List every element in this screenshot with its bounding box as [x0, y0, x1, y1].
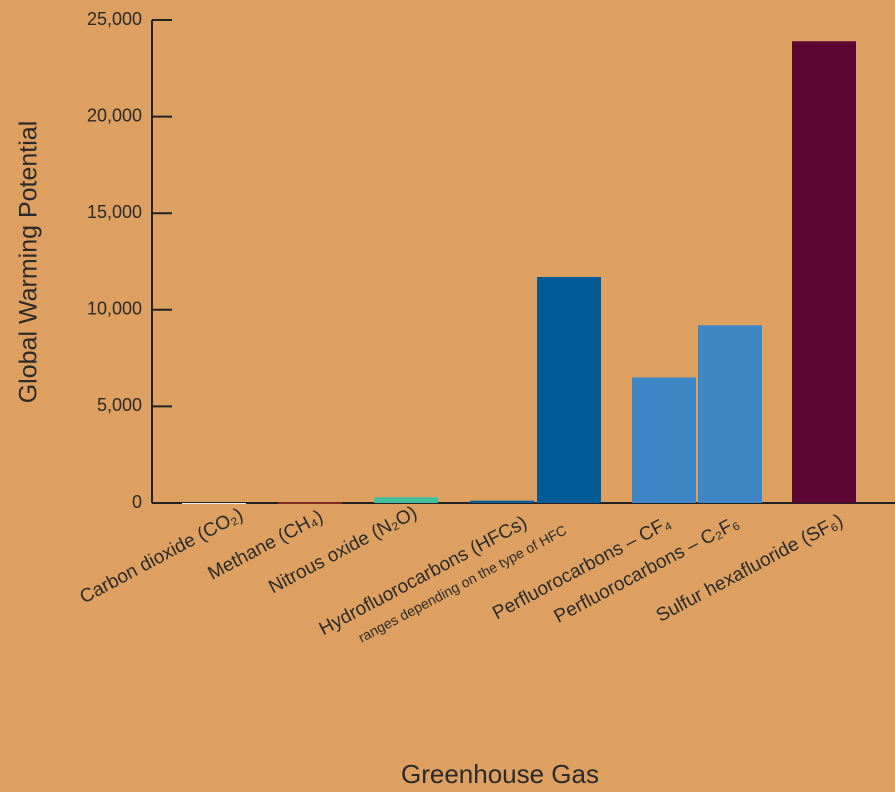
x-axis-label: Greenhouse Gas — [401, 759, 599, 789]
y-tick-label: 25,000 — [87, 9, 142, 29]
bar — [182, 502, 246, 504]
bar — [632, 377, 696, 503]
bar — [537, 276, 601, 503]
bar — [278, 502, 342, 504]
bar — [792, 41, 856, 503]
y-tick-label: 15,000 — [87, 202, 142, 222]
y-tick-label: 0 — [132, 492, 142, 512]
bar — [374, 497, 438, 503]
bar — [470, 500, 534, 503]
y-tick-label: 20,000 — [87, 105, 142, 125]
y-tick-label: 5,000 — [97, 395, 142, 415]
y-tick-label: 10,000 — [87, 299, 142, 319]
bar — [698, 325, 762, 503]
y-axis-label: Global Warming Potential — [15, 121, 43, 404]
